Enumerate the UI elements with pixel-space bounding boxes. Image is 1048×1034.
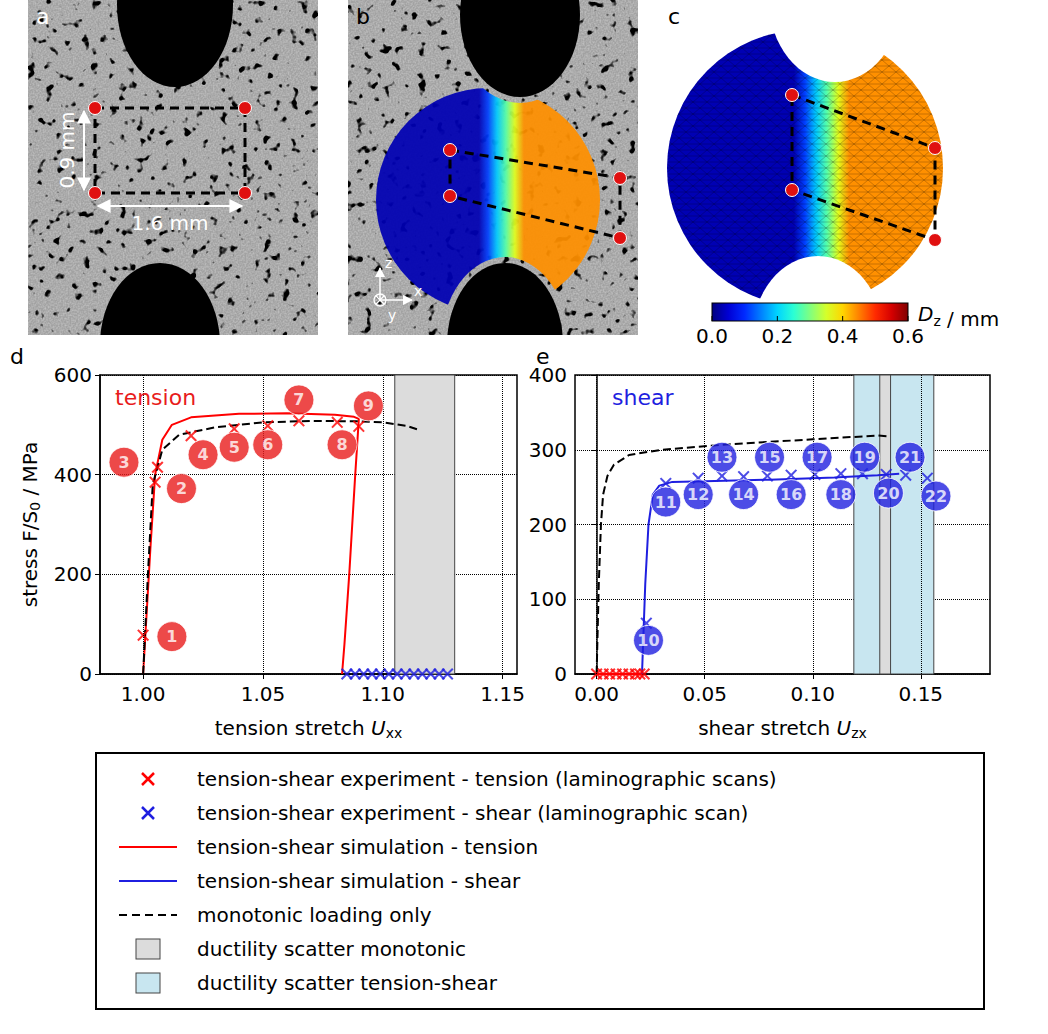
svg-text:14: 14 [732, 485, 754, 504]
html-text:ductility scatter monotonic: ductility scatter monotonic [197, 937, 467, 961]
svg-text:d: d [10, 345, 24, 369]
svg-text:0: 0 [27, 502, 43, 511]
svg-text:400: 400 [54, 463, 92, 487]
svg-text:10: 10 [637, 631, 659, 650]
svg-text:z: z [385, 255, 392, 271]
svg-text:/ MPa: / MPa [18, 442, 42, 502]
svg-text:400: 400 [529, 363, 567, 387]
svg-text:tension stretch: tension stretch [215, 716, 371, 740]
svg-text:zx: zx [851, 725, 867, 741]
svg-text:1.00: 1.00 [121, 682, 166, 706]
svg-text:20: 20 [877, 484, 899, 503]
svg-text:c: c [668, 4, 680, 29]
svg-text:600: 600 [54, 363, 92, 387]
svg-text:300: 300 [529, 438, 567, 462]
svg-text:Dz / mm: Dz / mm [918, 302, 999, 331]
svg-text:0.0: 0.0 [696, 324, 728, 348]
svg-text:11: 11 [655, 493, 677, 512]
html-text:tension-shear experiment - ten: tension-shear experiment - tension (lami… [197, 767, 777, 791]
svg-text:0.05: 0.05 [682, 682, 727, 706]
svg-text:stress F/S: stress F/S [18, 511, 42, 607]
svg-text:6: 6 [262, 435, 273, 454]
svg-text:1.6 mm: 1.6 mm [131, 211, 208, 235]
svg-text:8: 8 [336, 435, 347, 454]
svg-text:200: 200 [54, 562, 92, 586]
svg-text:13: 13 [711, 448, 733, 467]
html-text:monotonic loading only: monotonic loading only [197, 903, 432, 927]
svg-text:16: 16 [780, 485, 802, 504]
svg-text:U: U [837, 716, 852, 740]
svg-text:a: a [36, 4, 49, 29]
svg-text:1.10: 1.10 [361, 682, 406, 706]
svg-text:5: 5 [229, 438, 240, 457]
svg-text:12: 12 [687, 485, 709, 504]
svg-text:shear: shear [612, 385, 674, 410]
html-text:tension-shear experiment - she: tension-shear experiment - shear (lamino… [197, 801, 749, 825]
svg-text:0.10: 0.10 [790, 682, 835, 706]
svg-text:tension: tension [115, 385, 196, 410]
html-text:tension-shear simulation - she: tension-shear simulation - shear [197, 869, 521, 893]
svg-text:U: U [371, 716, 386, 740]
svg-text:7: 7 [293, 390, 304, 409]
svg-text:xx: xx [386, 725, 403, 741]
svg-text:1.05: 1.05 [241, 682, 286, 706]
svg-text:3: 3 [118, 453, 129, 472]
svg-text:2: 2 [176, 479, 187, 498]
svg-text:4: 4 [197, 445, 208, 464]
svg-text:9: 9 [363, 396, 374, 415]
html-text:ductility scatter tension-shea: ductility scatter tension-shear [197, 971, 497, 995]
svg-text:200: 200 [529, 513, 567, 537]
svg-text:0.6: 0.6 [892, 324, 924, 348]
svg-text:shear stretch: shear stretch [698, 716, 836, 740]
svg-text:22: 22 [925, 487, 947, 506]
svg-text:0.9 mm: 0.9 mm [55, 111, 79, 188]
svg-text:1: 1 [166, 627, 177, 646]
svg-text:0.2: 0.2 [761, 324, 793, 348]
svg-text:21: 21 [899, 448, 921, 467]
svg-text:0.4: 0.4 [827, 324, 859, 348]
svg-text:0: 0 [554, 662, 567, 686]
svg-text:y: y [388, 307, 396, 323]
svg-text:x: x [414, 283, 422, 299]
html-text:tension-shear simulation - ten: tension-shear simulation - tension [197, 835, 539, 859]
svg-text:0.00: 0.00 [574, 682, 619, 706]
svg-text:0: 0 [79, 662, 92, 686]
svg-text:e: e [536, 343, 550, 369]
svg-text:15: 15 [758, 448, 780, 467]
svg-text:b: b [356, 4, 370, 29]
svg-text:1.15: 1.15 [480, 682, 525, 706]
svg-text:100: 100 [529, 587, 567, 611]
svg-text:18: 18 [830, 485, 852, 504]
svg-text:19: 19 [854, 448, 876, 467]
svg-text:17: 17 [806, 448, 828, 467]
svg-text:0.15: 0.15 [899, 682, 944, 706]
